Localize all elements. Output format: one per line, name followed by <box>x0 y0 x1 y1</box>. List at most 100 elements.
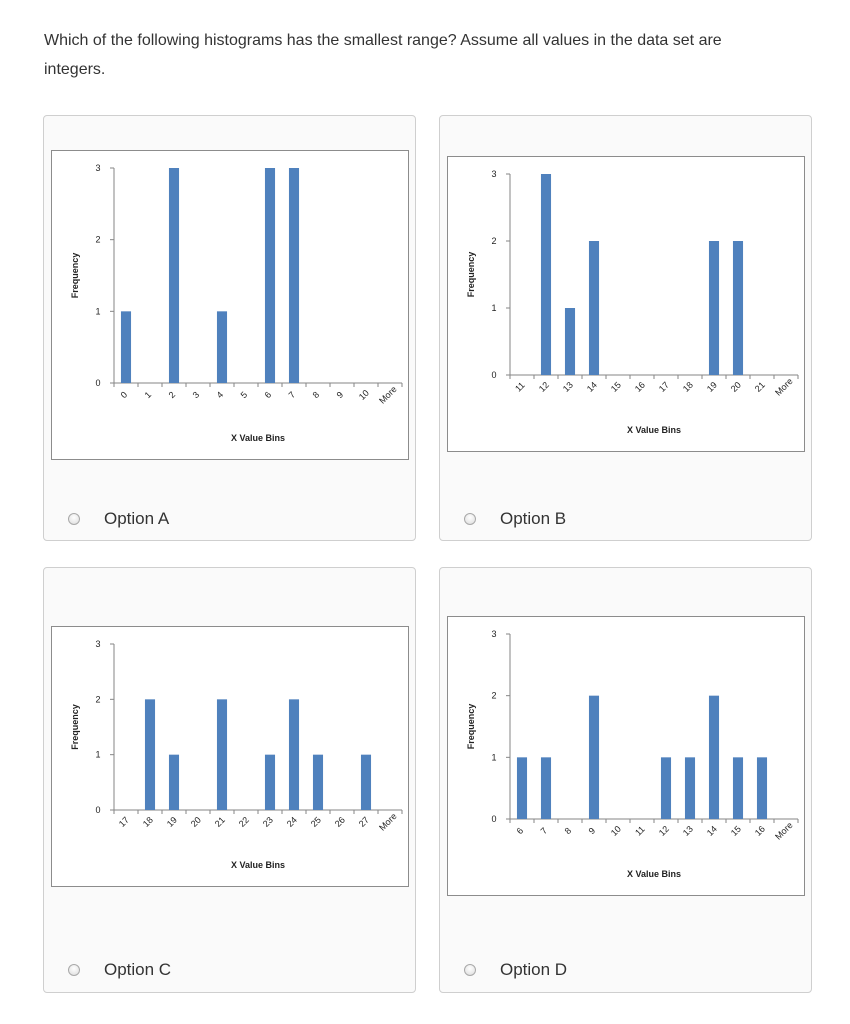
x-tick-label: 6 <box>263 390 274 401</box>
histogram-bar <box>708 241 720 375</box>
x-tick-label: More <box>773 376 795 398</box>
option-card-a: 0 1 2 3 0 1 2 3 4 5 6 7 8 9 10 More X Value Bins Frequenc… <box>43 115 416 541</box>
option-a[interactable]: Option A <box>68 507 169 531</box>
histogram-bar <box>168 754 180 810</box>
histogram-bar <box>264 168 276 383</box>
histogram-bar <box>288 699 300 810</box>
x-tick-label: 17 <box>117 815 131 829</box>
histogram-d: 0 1 2 3 6 7 8 9 10 11 12 13 14 15 16 More X Value Bins Fr… <box>447 616 805 896</box>
y-tick-label: 0 <box>491 814 496 824</box>
x-tick-label: 16 <box>753 824 767 838</box>
x-tick-label: 13 <box>561 380 575 394</box>
x-tick-label: 12 <box>657 824 671 838</box>
x-tick-label: More <box>773 820 795 842</box>
x-tick-label: 6 <box>515 826 526 837</box>
y-axis-title: Frequency <box>70 253 80 299</box>
y-tick-label: 2 <box>491 691 496 701</box>
y-tick-label: 1 <box>95 750 100 760</box>
radio-option-c[interactable] <box>68 964 80 976</box>
option-card-c: 0 1 2 3 17 18 19 20 21 22 23 24 25 26 27 More X Value Bi… <box>43 567 416 993</box>
y-tick-label: 1 <box>491 752 496 762</box>
x-tick-label: 20 <box>189 815 203 829</box>
radio-option-a[interactable] <box>68 513 80 525</box>
histogram-c: 0 1 2 3 17 18 19 20 21 22 23 24 25 26 27 More X Value Bi… <box>51 626 409 887</box>
question-line-1: Which of the following histograms has th… <box>44 32 722 49</box>
x-tick-label: 7 <box>539 826 550 837</box>
x-tick-label: 17 <box>657 380 671 394</box>
x-axis-title: X Value Bins <box>627 425 681 435</box>
y-tick-label: 2 <box>95 235 100 245</box>
histogram-bar <box>144 699 156 810</box>
y-tick-label: 2 <box>95 694 100 704</box>
histogram-bar <box>660 757 672 819</box>
histogram-bar <box>588 695 600 819</box>
x-tick-label: 27 <box>357 815 371 829</box>
x-tick-label: 2 <box>167 390 178 401</box>
y-tick-label: 3 <box>95 639 100 649</box>
x-tick-label: 19 <box>705 380 719 394</box>
histogram-svg: 0 1 2 3 0 1 2 3 4 5 6 7 8 9 10 More X Value Bins Frequenc… <box>70 163 403 443</box>
x-tick-label: 8 <box>311 390 322 401</box>
x-tick-label: 21 <box>753 380 767 394</box>
y-tick-label: 0 <box>95 378 100 388</box>
x-tick-label: More <box>377 811 399 833</box>
y-axis-title: Frequency <box>70 704 80 750</box>
x-tick-label: 4 <box>215 390 226 401</box>
histogram-bar <box>168 168 180 383</box>
x-axis-title: X Value Bins <box>627 869 681 879</box>
histogram-bar <box>540 174 552 375</box>
x-tick-label: 13 <box>681 824 695 838</box>
histogram-b: 0 1 2 3 11 12 13 14 15 16 17 18 19 20 21 More X Value Bi… <box>447 156 805 452</box>
x-tick-label: 19 <box>165 815 179 829</box>
y-tick-label: 3 <box>491 629 496 639</box>
x-tick-label: 14 <box>585 380 599 394</box>
histogram-bar <box>360 754 372 810</box>
x-tick-label: 14 <box>705 824 719 838</box>
radio-option-b[interactable] <box>464 513 476 525</box>
histogram-bar <box>288 168 300 383</box>
histogram-bar <box>120 311 132 383</box>
histogram-bar <box>588 241 600 375</box>
y-tick-label: 3 <box>491 169 496 179</box>
histogram-bar <box>312 754 324 810</box>
histogram-bar <box>540 757 552 819</box>
y-axis-title: Frequency <box>466 704 476 750</box>
x-axis-title: X Value Bins <box>231 433 285 443</box>
y-tick-label: 0 <box>95 805 100 815</box>
y-tick-label: 2 <box>491 236 496 246</box>
x-tick-label: 23 <box>261 815 275 829</box>
histogram-bar <box>708 695 720 819</box>
x-tick-label: 8 <box>563 826 574 837</box>
x-tick-label: 5 <box>239 390 250 401</box>
option-b[interactable]: Option B <box>464 507 566 531</box>
x-tick-label: 26 <box>333 815 347 829</box>
x-tick-label: 22 <box>237 815 251 829</box>
x-tick-label: 12 <box>537 380 551 394</box>
histogram-bar <box>732 757 744 819</box>
option-c[interactable]: Option C <box>68 958 171 982</box>
x-axis-title: X Value Bins <box>231 860 285 870</box>
x-tick-label: 11 <box>633 824 647 838</box>
option-card-b: 0 1 2 3 11 12 13 14 15 16 17 18 19 20 21 More X Value Bi… <box>439 115 812 541</box>
radio-option-d[interactable] <box>464 964 476 976</box>
y-tick-label: 0 <box>491 370 496 380</box>
question-line-2: integers. <box>44 61 106 78</box>
histogram-bar <box>756 757 768 819</box>
histogram-bar <box>216 311 228 383</box>
x-tick-label: 10 <box>609 824 623 838</box>
x-tick-label: 7 <box>287 390 298 401</box>
option-card-d: 0 1 2 3 6 7 8 9 10 11 12 13 14 15 16 More X Value Bins Fr… <box>439 567 812 993</box>
y-tick-label: 1 <box>95 306 100 316</box>
x-tick-label: 0 <box>119 390 130 401</box>
x-tick-label: 21 <box>213 815 227 829</box>
histogram-bar <box>564 308 576 375</box>
histogram-bar <box>732 241 744 375</box>
x-tick-label: 15 <box>729 824 743 838</box>
y-tick-label: 3 <box>95 163 100 173</box>
option-d[interactable]: Option D <box>464 958 567 982</box>
x-tick-label: 24 <box>285 815 299 829</box>
x-tick-label: 11 <box>513 380 527 394</box>
